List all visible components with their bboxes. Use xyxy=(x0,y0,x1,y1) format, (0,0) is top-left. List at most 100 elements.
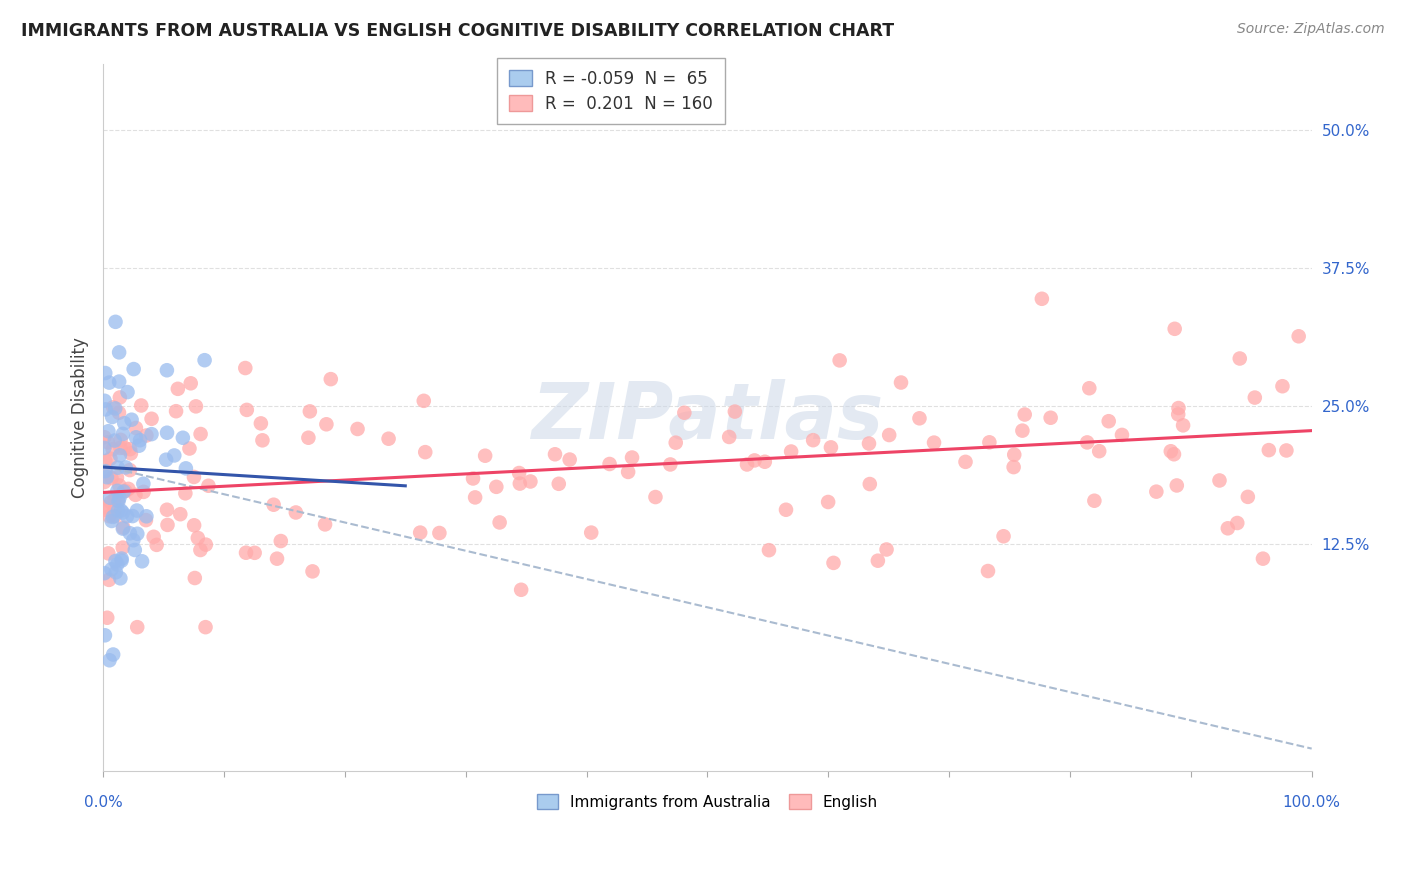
Point xyxy=(118,463,141,477)
Point xyxy=(775,502,797,516)
Point xyxy=(509,476,531,491)
Point xyxy=(233,361,256,376)
Point xyxy=(100,514,122,528)
Point xyxy=(131,554,153,568)
Point xyxy=(105,470,128,484)
Point xyxy=(263,498,285,512)
Point xyxy=(120,446,142,460)
Point xyxy=(97,424,120,438)
Point xyxy=(993,529,1015,543)
Point xyxy=(108,375,131,389)
Point xyxy=(488,516,510,530)
Point xyxy=(190,543,212,558)
Point xyxy=(1251,551,1274,566)
Point xyxy=(644,490,666,504)
Point xyxy=(100,562,122,576)
Point xyxy=(266,551,288,566)
Point xyxy=(184,400,207,414)
Point xyxy=(122,533,145,548)
Point xyxy=(908,411,931,425)
Point xyxy=(110,503,132,517)
Point xyxy=(108,345,131,359)
Point xyxy=(125,503,148,517)
Point xyxy=(108,491,131,505)
Point xyxy=(544,447,567,461)
Point xyxy=(464,491,486,505)
Point xyxy=(110,441,132,455)
Point xyxy=(194,353,217,368)
Point xyxy=(558,452,581,467)
Point xyxy=(922,435,945,450)
Point xyxy=(1144,484,1167,499)
Point xyxy=(179,442,201,456)
Point xyxy=(121,413,143,427)
Point xyxy=(284,506,307,520)
Point xyxy=(1167,408,1189,422)
Point xyxy=(724,404,747,418)
Point xyxy=(120,442,142,457)
Point xyxy=(94,628,117,642)
Point xyxy=(101,442,124,457)
Point xyxy=(297,431,319,445)
Point xyxy=(599,457,621,471)
Point xyxy=(163,449,186,463)
Point xyxy=(156,502,179,516)
Point xyxy=(194,620,217,634)
Point xyxy=(111,541,134,555)
Point xyxy=(93,475,115,489)
Point xyxy=(97,435,120,450)
Point xyxy=(243,546,266,560)
Point xyxy=(183,470,205,484)
Point xyxy=(117,385,139,400)
Point xyxy=(744,453,766,467)
Point xyxy=(141,427,163,442)
Point xyxy=(132,484,155,499)
Point xyxy=(1083,493,1105,508)
Point xyxy=(508,466,530,480)
Point xyxy=(93,441,115,455)
Point xyxy=(98,653,121,667)
Point xyxy=(104,503,127,517)
Point xyxy=(125,421,148,435)
Point xyxy=(104,554,127,568)
Point xyxy=(298,404,321,418)
Point xyxy=(104,509,127,524)
Point xyxy=(977,564,1000,578)
Point xyxy=(801,433,824,447)
Text: 100.0%: 100.0% xyxy=(1282,795,1341,810)
Point xyxy=(115,509,138,524)
Point xyxy=(110,571,132,585)
Point xyxy=(112,484,135,499)
Point xyxy=(104,315,127,329)
Point xyxy=(1288,329,1310,343)
Point xyxy=(93,430,115,444)
Point xyxy=(135,428,157,442)
Point xyxy=(110,551,132,566)
Point xyxy=(409,525,432,540)
Point xyxy=(858,436,880,450)
Point xyxy=(169,507,191,521)
Text: 0.0%: 0.0% xyxy=(84,795,122,810)
Point xyxy=(98,509,121,524)
Point xyxy=(105,483,128,498)
Point xyxy=(955,455,977,469)
Point xyxy=(890,376,912,390)
Point xyxy=(1229,351,1251,366)
Point xyxy=(673,406,696,420)
Point xyxy=(301,565,323,579)
Legend: Immigrants from Australia, English: Immigrants from Australia, English xyxy=(530,789,884,816)
Point xyxy=(659,458,682,472)
Point xyxy=(1171,418,1194,433)
Point xyxy=(1031,292,1053,306)
Point xyxy=(197,479,219,493)
Point xyxy=(828,353,851,368)
Point xyxy=(314,517,336,532)
Point xyxy=(1163,447,1185,461)
Point xyxy=(94,366,117,380)
Y-axis label: Cognitive Disability: Cognitive Disability xyxy=(72,337,89,498)
Point xyxy=(621,450,644,465)
Point xyxy=(101,401,124,415)
Point xyxy=(250,417,273,431)
Text: IMMIGRANTS FROM AUSTRALIA VS ENGLISH COGNITIVE DISABILITY CORRELATION CHART: IMMIGRANTS FROM AUSTRALIA VS ENGLISH COG… xyxy=(21,22,894,40)
Point xyxy=(100,495,122,509)
